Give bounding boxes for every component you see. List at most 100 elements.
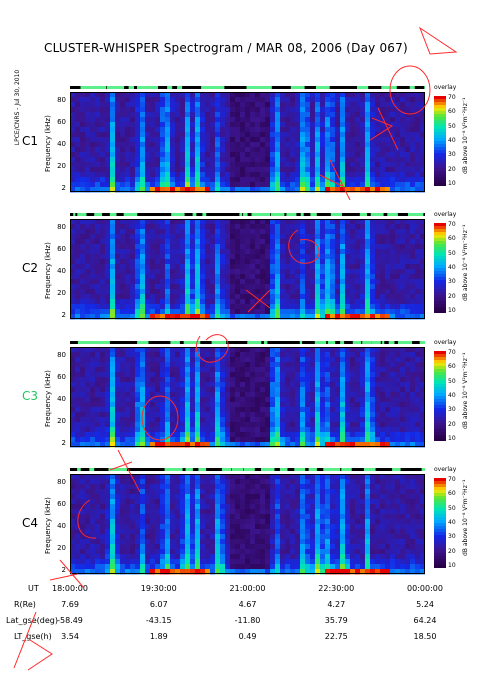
spectrogram-cell: [260, 229, 266, 235]
spectrogram-c1: [70, 86, 425, 193]
colorbar-step: [434, 354, 446, 358]
spectrogram-cell: [375, 279, 381, 285]
spectrogram-cell: [210, 122, 216, 128]
spectrogram-cell: [305, 274, 311, 280]
spectrogram-cell: [230, 304, 236, 310]
spectrogram-cell: [150, 437, 156, 443]
spectrogram-cell: [70, 239, 76, 245]
spectrogram-cell: [305, 347, 311, 353]
spectrogram-cell: [325, 132, 331, 138]
spectrogram-cell: [250, 122, 256, 128]
spectrogram-cell: [300, 432, 306, 438]
spectrogram-cell: [155, 314, 161, 320]
spectrogram-cell: [140, 412, 146, 418]
spectrogram-cell: [150, 347, 156, 353]
spectrogram-cell: [320, 309, 326, 315]
spectrogram-cell: [350, 382, 356, 388]
spectrogram-cell: [105, 284, 111, 290]
spectrogram-cell: [360, 289, 366, 295]
spectrogram-cell: [140, 294, 146, 300]
spectrogram-cell: [140, 102, 146, 108]
spectrogram-cell: [90, 167, 96, 173]
spectrogram-cell: [70, 284, 76, 290]
spectrogram-cell: [310, 152, 316, 158]
spectrogram-cell: [70, 269, 76, 275]
spectrogram-cell: [130, 397, 136, 403]
spectrogram-cell: [420, 147, 425, 153]
spectrogram-cell: [335, 382, 341, 388]
spectrogram-cell: [380, 377, 386, 383]
spectrogram-cell: [110, 569, 116, 575]
spectrogram-cell: [275, 377, 281, 383]
spectrogram-cell: [290, 92, 296, 98]
spectrogram-cell: [155, 382, 161, 388]
spectrogram-cell: [165, 314, 171, 320]
spectrogram-cell: [130, 234, 136, 240]
spectrogram-cell: [80, 367, 86, 373]
spectrogram-cell: [215, 117, 221, 123]
spectrogram-cell: [115, 239, 121, 245]
spectrogram-cell: [275, 357, 281, 363]
spectrogram-cell: [295, 107, 301, 113]
spectrogram-cell: [225, 274, 231, 280]
spectrogram-cell: [130, 514, 136, 520]
spectrogram-cell: [115, 412, 121, 418]
spectrogram-cell: [420, 239, 425, 245]
spectrogram-cell: [130, 229, 136, 235]
spectrogram-cell: [125, 309, 131, 315]
spectrogram-cell: [140, 362, 146, 368]
spectrogram-cell: [125, 132, 131, 138]
spectrogram-cell: [130, 539, 136, 545]
spectrogram-cell: [340, 219, 346, 225]
spectrogram-cell: [105, 187, 111, 193]
spectrogram-cell: [265, 432, 271, 438]
spectrogram-cell: [115, 147, 121, 153]
spectrogram-cell: [125, 244, 131, 250]
spectrogram-cell: [90, 417, 96, 423]
data-status-segment: [201, 86, 209, 89]
spectrogram-cell: [415, 442, 421, 448]
spectrogram-cell: [230, 274, 236, 280]
spectrogram-cell: [420, 264, 425, 270]
spectrogram-cell: [105, 427, 111, 433]
spectrogram-cell: [135, 504, 141, 510]
spectrogram-cell: [380, 289, 386, 295]
spectrogram-cell: [415, 294, 421, 300]
spectrogram-cell: [240, 137, 246, 143]
colorbar-header: overlay: [434, 84, 457, 91]
spectrogram-cell: [250, 372, 256, 378]
spectrogram-cell: [110, 274, 116, 280]
spectrogram-cell: [390, 117, 396, 123]
spectrogram-cell: [405, 142, 411, 148]
spectrogram-cell: [210, 362, 216, 368]
spectrogram-cell: [180, 92, 186, 98]
spectrogram-cell: [160, 239, 166, 245]
spectrogram-cell: [235, 437, 241, 443]
spectrogram-cell: [145, 474, 151, 480]
spectrogram-cell: [270, 102, 276, 108]
spectrogram-cell: [195, 427, 201, 433]
spectrogram-cell: [205, 407, 211, 413]
spectrogram-cell: [180, 244, 186, 250]
spectrogram-cell: [200, 224, 206, 230]
spectrogram-cell: [135, 569, 141, 575]
spectrogram-cell: [165, 474, 171, 480]
spectrogram-cell: [395, 187, 401, 193]
spectrogram-cell: [380, 229, 386, 235]
spectrogram-cell: [155, 269, 161, 275]
spectrogram-cell: [420, 284, 425, 290]
spectrogram-cell: [255, 162, 261, 168]
spectrogram-cell: [225, 239, 231, 245]
spectrogram-cell: [120, 554, 126, 560]
spectrogram-cell: [175, 102, 181, 108]
spectrogram-cell: [115, 167, 121, 173]
spectrogram-cell: [120, 499, 126, 505]
spectrogram-cell: [135, 137, 141, 143]
spectrogram-cell: [180, 372, 186, 378]
spectrogram-cell: [110, 132, 116, 138]
spectrogram-cell: [245, 147, 251, 153]
spectrogram-cell: [80, 122, 86, 128]
spectrogram-cell: [105, 549, 111, 555]
spectrogram-cell: [120, 117, 126, 123]
spectrogram-cell: [155, 519, 161, 525]
